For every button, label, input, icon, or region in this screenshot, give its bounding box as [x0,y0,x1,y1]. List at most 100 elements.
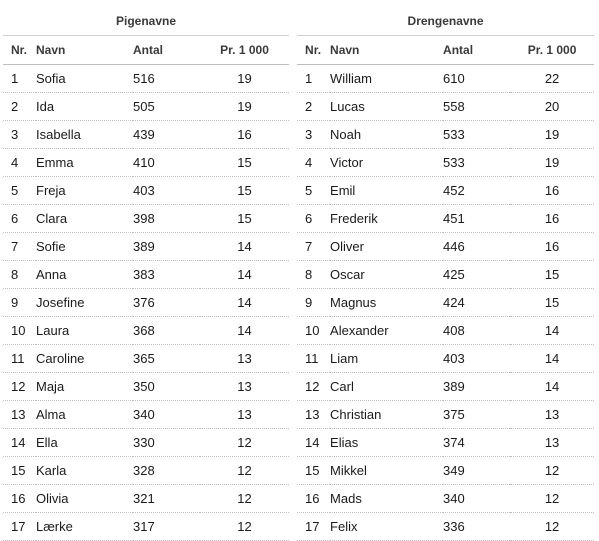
girls-name: Ella [36,428,133,457]
row-gap [289,373,297,401]
boys-rank: 2 [297,92,331,121]
girls-count: 389 [133,232,200,261]
column-gap [289,36,297,65]
boys-count: 533 [443,148,511,177]
boys-count: 424 [443,288,511,317]
boys-rank: 4 [297,148,331,177]
boys-rank: 17 [297,512,331,541]
boys-rank: 15 [297,456,331,485]
girls-rank: 10 [3,316,36,345]
boys-count: 408 [443,316,511,345]
row-gap [289,401,297,429]
girls-rank: 12 [3,372,36,401]
girls-rank: 9 [3,288,36,317]
girls-per-thousand: 19 [200,64,290,93]
table-row: 16 Olivia 321 12 16 Mads 340 12 [3,484,595,513]
boys-name: Oscar [330,260,444,289]
girls-name-header: Navn [36,35,133,65]
girls-count: 516 [133,64,200,93]
table-row: 12 Maja 350 13 12 Carl 389 14 [3,372,595,401]
boys-name: Elias [330,428,444,457]
boys-count: 349 [443,456,511,485]
boys-rank: 8 [297,260,331,289]
row-gap [289,121,297,149]
group-gap [289,6,297,36]
girls-name: Laura [36,316,133,345]
boys-per-thousand: 13 [510,400,595,429]
girls-group-header: Pigenavne [3,6,290,36]
boys-rank: 12 [297,372,331,401]
girls-name: Maja [36,372,133,401]
boys-rank: 5 [297,176,331,205]
boys-rank: 7 [297,232,331,261]
boys-name: Magnus [330,288,444,317]
girls-name: Sofie [36,232,133,261]
row-gap [289,93,297,121]
table-row: 6 Clara 398 15 6 Frederik 451 16 [3,204,595,233]
table-row: 9 Josefine 376 14 9 Magnus 424 15 [3,288,595,317]
girls-per-thousand: 15 [200,176,290,205]
boys-name: Felix [330,512,444,541]
table-head: Pigenavne Drengenavne Nr. Navn Antal Pr.… [3,6,595,65]
boys-per-thousand: 15 [510,288,595,317]
boys-rank: 11 [297,344,331,373]
girls-rank: 5 [3,176,36,205]
girls-count: 330 [133,428,200,457]
girls-name: Alma [36,400,133,429]
boys-count: 533 [443,120,511,149]
girls-count: 350 [133,372,200,401]
boys-count: 558 [443,92,511,121]
row-gap [289,65,297,93]
girls-per-thousand: 16 [200,120,290,149]
boys-name: Carl [330,372,444,401]
girls-rank: 6 [3,204,36,233]
table-row: 4 Emma 410 15 4 Victor 533 19 [3,148,595,177]
girls-name: Sofia [36,64,133,93]
girls-rank: 4 [3,148,36,177]
girls-name: Caroline [36,344,133,373]
row-gap [289,205,297,233]
girls-rank: 7 [3,232,36,261]
girls-name: Isabella [36,120,133,149]
boys-rank: 16 [297,484,331,513]
girls-count: 410 [133,148,200,177]
boys-name: Victor [330,148,444,177]
girls-count: 383 [133,260,200,289]
boys-per-thousand: 12 [510,512,595,541]
boys-count: 403 [443,344,511,373]
boys-per-thousand: 16 [510,204,595,233]
girls-rank: 11 [3,344,36,373]
boys-count-header: Antal [443,35,511,65]
girls-name: Karla [36,456,133,485]
boys-per-thousand: 14 [510,316,595,345]
boys-per-thousand: 15 [510,260,595,289]
girls-count: 376 [133,288,200,317]
boys-name: Liam [330,344,444,373]
boys-rank: 9 [297,288,331,317]
girls-rank: 17 [3,512,36,541]
boys-count: 610 [443,64,511,93]
girls-rank: 3 [3,120,36,149]
boys-per-thousand: 13 [510,428,595,457]
table-row: 3 Isabella 439 16 3 Noah 533 19 [3,120,595,149]
girls-count: 365 [133,344,200,373]
boys-name: Lucas [330,92,444,121]
boys-per-thousand: 12 [510,484,595,513]
boys-per-thousand: 14 [510,344,595,373]
boys-rank: 10 [297,316,331,345]
row-gap [289,345,297,373]
girls-rank: 1 [3,64,36,93]
table-row: 2 Ida 505 19 2 Lucas 558 20 [3,92,595,121]
table-body: 1 Sofia 516 19 1 William 610 22 2 Ida 505 19 2 Lucas 5… [3,64,595,541]
boys-name: Frederik [330,204,444,233]
boys-count: 451 [443,204,511,233]
boys-per-thousand: 16 [510,232,595,261]
boys-per-thousand: 14 [510,372,595,401]
girls-count: 439 [133,120,200,149]
boys-name: Emil [330,176,444,205]
girls-per-thousand: 15 [200,204,290,233]
girls-per-thousand: 13 [200,372,290,401]
table-row: 11 Caroline 365 13 11 Liam 403 14 [3,344,595,373]
boys-name-header: Navn [330,35,444,65]
girls-per-thousand: 19 [200,92,290,121]
